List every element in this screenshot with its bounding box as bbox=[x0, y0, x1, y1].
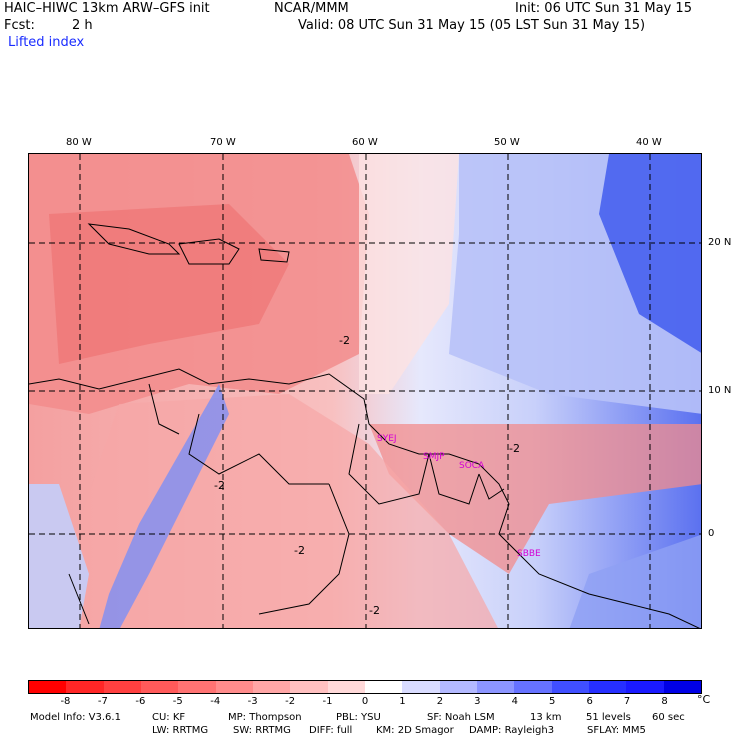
contour-label: -2 bbox=[369, 604, 380, 617]
diff-scheme: DIFF: full bbox=[309, 725, 353, 736]
colorbar-label: -3 bbox=[247, 696, 258, 707]
lon-label-40w: 40 W bbox=[636, 137, 662, 148]
contour-label: -2 bbox=[509, 442, 520, 455]
sflay-scheme: SFLAY: MM5 bbox=[587, 725, 646, 736]
contour-label: -2 bbox=[339, 334, 350, 347]
colorbar-swatch bbox=[327, 681, 365, 693]
lat-label-0: 0 bbox=[708, 528, 715, 539]
resolution: 13 km bbox=[530, 712, 562, 723]
light-band bbox=[359, 154, 459, 394]
colorbar-swatch bbox=[476, 681, 515, 693]
colorbar-swatch bbox=[252, 681, 291, 693]
pbl-scheme: PBL: YSU bbox=[336, 712, 381, 723]
colorbar-swatch bbox=[215, 681, 253, 693]
lifted-index-map: -2 -2 -2 -2 -2 SYEJ SMJP SOCA SBBE bbox=[28, 153, 702, 629]
cool-streak-andes bbox=[99, 384, 229, 628]
mp-scheme: MP: Thompson bbox=[228, 712, 302, 723]
km-scheme: KM: 2D Smagor bbox=[376, 725, 454, 736]
colorbar-label: 4 bbox=[511, 696, 518, 707]
lon-label-70w: 70 W bbox=[210, 137, 236, 148]
colorbar bbox=[28, 680, 702, 694]
colorbar-label: 8 bbox=[661, 696, 668, 707]
colorbar-label: 7 bbox=[623, 696, 631, 707]
damp-scheme: DAMP: Rayleigh3 bbox=[469, 725, 555, 736]
lat-label-20n: 20 N bbox=[708, 237, 732, 248]
colorbar-label: 5 bbox=[549, 696, 556, 707]
fcst-value: 2 h bbox=[72, 18, 93, 33]
contour-label: -2 bbox=[294, 544, 305, 557]
colorbar-swatch bbox=[290, 681, 328, 693]
colorbar-swatch bbox=[178, 681, 216, 693]
lon-label-60w: 60 W bbox=[352, 137, 378, 148]
org-label: NCAR/MMM bbox=[274, 1, 349, 16]
colorbar-swatch bbox=[66, 681, 104, 693]
cool-core-atlantic bbox=[599, 154, 701, 353]
colorbar-label: 0 bbox=[361, 696, 369, 707]
colorbar-swatch bbox=[29, 681, 67, 693]
colorbar-label: -2 bbox=[285, 696, 296, 707]
colorbar-label: -5 bbox=[172, 696, 183, 707]
station-soca: SOCA bbox=[459, 461, 485, 471]
colorbar-swatch bbox=[514, 681, 552, 693]
warm-band-equator bbox=[369, 424, 701, 574]
colorbar-swatch bbox=[402, 681, 440, 693]
lat-label-10n: 10 N bbox=[708, 385, 732, 396]
levels: 51 levels bbox=[586, 712, 631, 723]
valid-time: Valid: 08 UTC Sun 31 May 15 (05 LST Sun … bbox=[298, 18, 646, 33]
contour-labels: -2 -2 -2 -2 -2 bbox=[214, 334, 520, 617]
colorbar-label: -1 bbox=[322, 696, 333, 707]
cool-region-se bbox=[569, 534, 701, 628]
timestep: 60 sec bbox=[652, 712, 685, 723]
colorbar-swatch bbox=[439, 681, 477, 693]
cu-scheme: CU: KF bbox=[152, 712, 186, 723]
lw-scheme: LW: RRTMG bbox=[152, 725, 209, 736]
model-info: Model Info: V3.6.1 bbox=[30, 712, 121, 723]
colorbar-label: -6 bbox=[135, 696, 146, 707]
sw-scheme: SW: RRTMG bbox=[233, 725, 291, 736]
model-title: HAIC–HIWC 13km ARW–GFS init bbox=[4, 1, 210, 16]
station-smjp: SMJP bbox=[423, 452, 445, 462]
station-sbbe: SBBE bbox=[517, 549, 541, 559]
station-syej: SYEJ bbox=[377, 434, 397, 444]
colorbar-swatch bbox=[103, 681, 141, 693]
colorbar-label: 3 bbox=[474, 696, 481, 707]
colorbar-swatch bbox=[588, 681, 627, 693]
cool-region-west bbox=[29, 484, 89, 628]
colorbar-swatch bbox=[626, 681, 664, 693]
colorbar-label: 1 bbox=[399, 696, 406, 707]
field-name: Lifted index bbox=[8, 35, 85, 50]
sf-scheme: SF: Noah LSM bbox=[427, 712, 495, 723]
graticule bbox=[29, 154, 701, 628]
colorbar-swatch bbox=[364, 681, 403, 693]
colorbar-label: 2 bbox=[436, 696, 444, 707]
warm-region-south bbox=[69, 394, 498, 628]
colorbar-swatch bbox=[663, 681, 701, 693]
lon-label-50w: 50 W bbox=[494, 137, 520, 148]
colorbar-label: -7 bbox=[97, 696, 108, 707]
contour-label: -2 bbox=[214, 479, 225, 492]
colorbar-label: -4 bbox=[210, 696, 221, 707]
init-time: Init: 06 UTC Sun 31 May 15 bbox=[515, 1, 692, 16]
colorbar-unit: °C bbox=[697, 693, 711, 706]
map-canvas: -2 -2 -2 -2 -2 SYEJ SMJP SOCA SBBE bbox=[29, 154, 701, 628]
colorbar-label: 6 bbox=[586, 696, 593, 707]
coastlines bbox=[29, 223, 700, 628]
station-labels: SYEJ SMJP SOCA SBBE bbox=[377, 434, 541, 559]
colorbar-swatch bbox=[140, 681, 179, 693]
colorbar-label: -8 bbox=[60, 696, 71, 707]
fcst-label: Fcst: bbox=[4, 18, 35, 33]
lon-label-80w: 80 W bbox=[66, 137, 92, 148]
colorbar-swatch bbox=[551, 681, 589, 693]
